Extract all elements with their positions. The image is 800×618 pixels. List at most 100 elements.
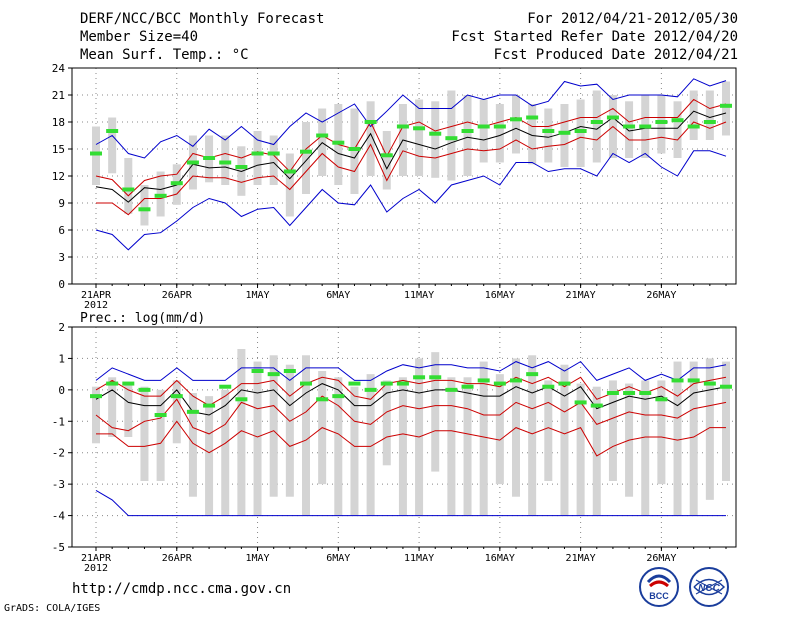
prec-spread-box: [253, 361, 262, 516]
prec-spread-box: [302, 355, 310, 516]
prec-obs-marker: [186, 409, 199, 414]
temp-spread-box: [302, 122, 310, 194]
prec-spread-box: [398, 377, 407, 516]
temp-ytick-label: 24: [52, 62, 66, 75]
temp-spread-box: [431, 101, 440, 178]
temp-obs-marker: [671, 118, 684, 123]
prec-obs-marker: [493, 381, 506, 386]
temp-spread-box: [722, 81, 730, 136]
temp-spread-box: [673, 101, 682, 158]
temp-spread-box: [512, 95, 520, 154]
temp-spread-box: [689, 90, 698, 140]
prec-obs-marker: [413, 375, 426, 380]
prec-obs-marker: [203, 403, 216, 408]
temp-spread-box: [625, 101, 634, 158]
temp-spread-box: [140, 185, 149, 226]
temp-obs-marker: [186, 160, 199, 165]
header-member-size: Member Size=40: [80, 29, 199, 45]
temp-obs-marker: [364, 120, 377, 124]
temp-spread-box: [479, 99, 488, 163]
prec-obs-marker: [687, 378, 700, 383]
prec-min-line: [95, 489, 726, 517]
prec-spread-box: [447, 377, 456, 516]
temp-obs-marker: [267, 151, 280, 156]
prec-obs-marker: [526, 372, 539, 377]
temp-obs-marker: [332, 140, 345, 145]
prec-obs-marker: [720, 384, 732, 389]
prec-spread-box: [237, 349, 246, 516]
prec-spread-box: [576, 383, 585, 516]
prec-spread-box: [592, 386, 601, 516]
temp-ytick-label: 12: [52, 170, 65, 183]
svg-text:BCC: BCC: [649, 591, 669, 601]
prec-spread-box: [382, 380, 391, 466]
footer-url[interactable]: http://cmdp.ncc.cma.gov.cn: [72, 581, 292, 597]
temp-obs-marker: [703, 120, 716, 124]
prec-spread-box: [140, 386, 149, 481]
prec-obs-marker: [283, 369, 296, 373]
prec-ytick-label: -1: [52, 415, 65, 428]
temp-ytick-label: 3: [58, 251, 65, 264]
temp-spread-box: [463, 95, 472, 176]
prec-obs-marker: [558, 381, 571, 386]
temp-obs-marker: [90, 151, 102, 156]
prec-obs-marker: [655, 397, 668, 402]
prec-obs-marker: [138, 387, 151, 392]
prec-spread-box: [689, 361, 698, 516]
temp-obs-marker: [687, 124, 700, 129]
prec-ytick-label: 2: [58, 321, 65, 334]
temp-min-line: [95, 150, 727, 251]
temp-obs-marker: [639, 124, 652, 129]
prec-obs-marker: [671, 378, 684, 383]
ncc-logo: NCC: [688, 566, 730, 608]
temp-ytick-label: 18: [52, 116, 65, 129]
footer-credit: GrADS: COLA/IGES: [4, 603, 101, 614]
temp-spread-box: [382, 131, 391, 190]
header-period: For 2012/04/21-2012/05/30: [527, 11, 738, 27]
prec-spread-box: [269, 355, 278, 497]
temp-spread-box: [124, 158, 133, 214]
temp-xtick-year: 2012: [84, 300, 108, 311]
temp-xtick-label: 16MAY: [485, 290, 515, 301]
temp-obs-marker: [235, 165, 248, 169]
prec-obs-marker: [510, 378, 522, 383]
prec-obs-marker: [461, 384, 474, 389]
header-variable: Mean Surf. Temp.: °C: [80, 47, 249, 63]
prec-spread-box: [495, 374, 504, 485]
prec-obs-marker: [606, 391, 619, 395]
temp-spread-box: [447, 90, 456, 181]
prec-xtick-year: 2012: [84, 563, 108, 574]
temp-obs-marker: [445, 136, 458, 141]
header-start-date: Fcst Started Refer Date 2012/04/20: [451, 29, 738, 45]
prec-obs-marker: [90, 394, 102, 399]
prec-obs-marker: [364, 387, 377, 392]
prec-spread-box: [608, 380, 617, 481]
prec-spread-box: [334, 377, 343, 516]
prec-obs-marker: [170, 394, 183, 399]
prec-obs-marker: [703, 381, 716, 386]
prec-obs-marker: [445, 387, 458, 392]
prec-obs-marker: [429, 375, 442, 380]
prec-ytick-label: -3: [52, 478, 65, 491]
header-produced-date: Fcst Produced Date 2012/04/21: [493, 47, 738, 63]
temp-xtick-label: 21MAY: [566, 290, 596, 301]
prec-spread-box: [221, 389, 230, 516]
prec-xtick-label: 21MAY: [566, 553, 596, 564]
prec-obs-marker: [590, 403, 603, 408]
temp-xtick-label: 6MAY: [326, 290, 350, 301]
temp-spread-box: [528, 104, 537, 165]
prec-obs-marker: [235, 397, 248, 402]
prec-ytick-label: 1: [58, 352, 65, 365]
temp-obs-marker: [477, 124, 490, 129]
prec-obs-marker: [300, 381, 312, 386]
prec-spread-box: [285, 364, 294, 497]
temp-spread-box: [285, 153, 294, 217]
prec-spread-box: [366, 374, 375, 516]
temp-spread-box: [576, 99, 585, 167]
temp-spread-box: [495, 104, 504, 163]
prec-xtick-label: 26MAY: [646, 553, 676, 564]
prec-upper-line: [95, 376, 727, 407]
prec-spread-box: [431, 352, 440, 472]
prec-xtick-label: 11MAY: [404, 553, 434, 564]
